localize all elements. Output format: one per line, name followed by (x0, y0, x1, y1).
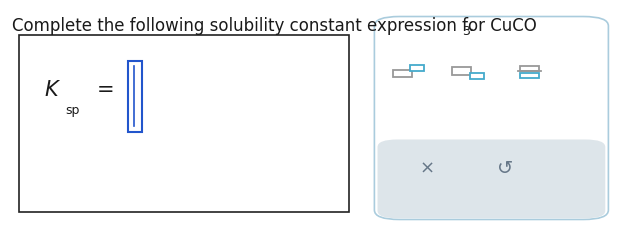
Bar (520, 73, 539, 78)
Text: .: . (468, 17, 473, 34)
Text: 3: 3 (462, 25, 470, 38)
FancyBboxPatch shape (374, 17, 608, 219)
Bar (392, 70, 412, 77)
Bar (410, 65, 424, 71)
Text: $K$: $K$ (44, 80, 61, 100)
Text: ×: × (420, 160, 435, 178)
Bar (470, 73, 484, 79)
Bar (128, 61, 142, 132)
Text: ↺: ↺ (497, 159, 514, 178)
Text: =: = (97, 80, 114, 100)
Text: sp: sp (66, 104, 80, 118)
Bar (19, 35, 349, 212)
Bar (520, 66, 539, 71)
Text: Complete the following solubility constant expression for CuCO: Complete the following solubility consta… (12, 17, 537, 34)
FancyBboxPatch shape (378, 139, 605, 218)
Bar (452, 67, 471, 75)
